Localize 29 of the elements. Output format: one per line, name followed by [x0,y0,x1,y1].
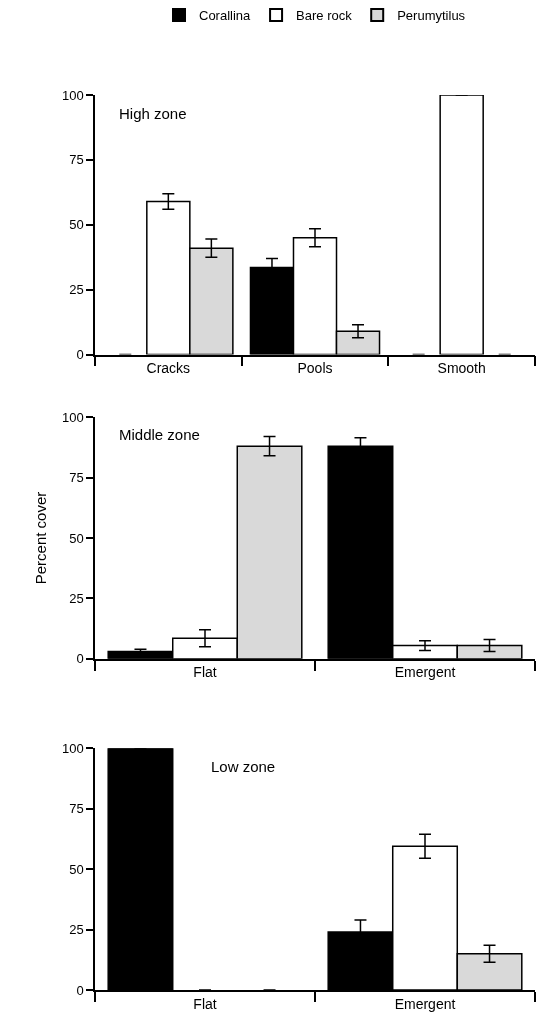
y-tick-label: 50 [69,530,84,546]
y-tick-label: 100 [61,740,84,756]
y-tick-label: 100 [61,87,84,103]
x-tick-label: Emergent [394,995,456,1012]
y-tick-label: 25 [69,282,84,298]
y-tick-label: 50 [69,217,84,233]
x-tick-label: Flat [193,995,217,1012]
y-tick-label: 0 [76,651,84,667]
y-tick-label: 75 [69,470,84,486]
y-tick-label: 75 [69,801,84,817]
x-tick-label: Cracks [146,360,191,377]
y-tick-label: 100 [61,409,84,425]
x-tick-label: Pools [297,360,333,377]
x-tick-label: Smooth [437,360,486,377]
text: High zone [119,105,187,122]
y-tick-label: 25 [69,590,84,606]
y-tick-label: 75 [69,152,84,168]
x-tick-label: Flat [193,664,217,681]
y-tick-label: 0 [76,347,84,363]
y-tick-label: 0 [76,982,84,998]
y-tick-label: 25 [69,922,84,938]
legend-label: Perumytilus [397,8,466,24]
text: Middle zone [119,426,200,443]
text: Low zone [211,758,276,775]
y-tick-label: 50 [69,861,84,877]
legend-label: Corallina [199,8,252,24]
legend-label: Bare rock [296,8,353,24]
y-axis-title: Percent cover [31,491,49,585]
x-tick-label: Emergent [394,664,456,681]
